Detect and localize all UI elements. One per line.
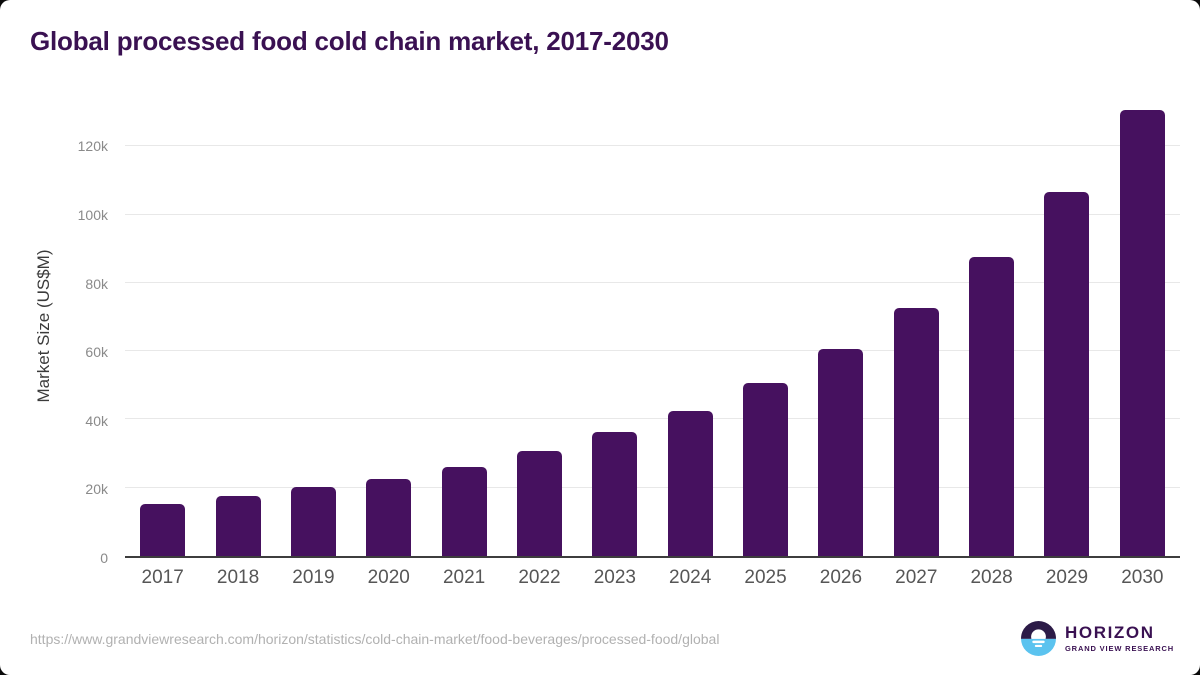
bar-band-2027 (879, 95, 954, 556)
bar-2030[interactable] (1119, 110, 1165, 556)
gridline-60k (125, 350, 1180, 352)
xtick-label-2029: 2029 (1045, 567, 1089, 588)
bar-band-2030 (1105, 95, 1180, 556)
xtick-label-2022: 2022 (518, 567, 561, 588)
bar-2026[interactable] (818, 348, 864, 556)
bar-band-2022 (502, 95, 577, 556)
x-axis-labels: 2017 2018 2019 2020 2021 2022 2023 2024 2025 2026… (125, 567, 1180, 589)
bar-2022[interactable] (516, 450, 562, 556)
bar-band-2017 (125, 95, 200, 556)
bar-2019[interactable] (290, 487, 336, 556)
bars-container (125, 95, 1180, 556)
gridline-120k (125, 145, 1180, 147)
gridline-80k (125, 281, 1180, 283)
logo-text: HORIZON GRAND VIEW RESEARCH (1065, 624, 1174, 653)
bar-2023[interactable] (592, 432, 638, 556)
bar-band-2024 (653, 95, 728, 556)
logo-subtitle: GRAND VIEW RESEARCH (1065, 644, 1175, 654)
chart-title: Global processed food cold chain market,… (30, 26, 669, 56)
ytick-label-120k: 120k (77, 138, 108, 155)
bar-2024[interactable] (667, 410, 713, 556)
xtick-label-2020: 2020 (367, 567, 410, 588)
gridline-40k (125, 418, 1180, 420)
bar-2021[interactable] (441, 467, 487, 556)
source-url-link[interactable]: https://www.grandviewresearch.com/horizo… (30, 631, 720, 647)
ytick-label-40k: 40k (85, 412, 108, 429)
bar-band-2029 (1029, 95, 1104, 556)
bar-2017[interactable] (140, 504, 186, 556)
xtick-label-2018: 2018 (216, 567, 260, 588)
bar-2025[interactable] (743, 382, 789, 556)
bar-band-2019 (276, 95, 351, 556)
bar-2027[interactable] (893, 307, 939, 556)
bar-2020[interactable] (366, 478, 412, 556)
plot-area (125, 95, 1180, 558)
xtick-label-2023: 2023 (593, 567, 636, 588)
xtick-label-2017: 2017 (141, 567, 184, 588)
bar-2018[interactable] (215, 496, 261, 556)
gridline-100k (125, 213, 1180, 215)
xtick-label-2027: 2027 (895, 567, 938, 588)
bar-band-2028 (954, 95, 1029, 556)
bar-band-2021 (426, 95, 501, 556)
gridline-20k (125, 486, 1180, 488)
ytick-label-0: 0 (100, 550, 108, 566)
horizon-sunset-icon (1021, 621, 1056, 656)
bar-band-2023 (577, 95, 652, 556)
bar-band-2026 (803, 95, 878, 556)
xtick-label-2030: 2030 (1121, 567, 1164, 588)
logo-name: HORIZON (1065, 623, 1155, 643)
bar-band-2020 (351, 95, 426, 556)
bar-band-2025 (728, 95, 803, 556)
y-axis-ticks: 0 20k 40k 60k 80k 100k 120k (0, 95, 112, 566)
bar-2028[interactable] (969, 256, 1015, 556)
ytick-label-60k: 60k (85, 344, 108, 361)
xtick-label-2021: 2021 (442, 567, 486, 588)
bar-band-2018 (200, 95, 275, 556)
xtick-label-2028: 2028 (970, 567, 1013, 588)
xtick-label-2024: 2024 (669, 567, 712, 588)
ytick-label-80k: 80k (85, 275, 108, 292)
xtick-label-2026: 2026 (819, 567, 863, 588)
xtick-label-2025: 2025 (744, 567, 787, 588)
horizon-logo[interactable]: HORIZON GRAND VIEW RESEARCH (1021, 621, 1174, 656)
bar-2029[interactable] (1044, 191, 1090, 556)
ytick-label-20k: 20k (85, 481, 108, 498)
ytick-label-100k: 100k (77, 207, 108, 224)
xtick-label-2019: 2019 (292, 567, 335, 588)
